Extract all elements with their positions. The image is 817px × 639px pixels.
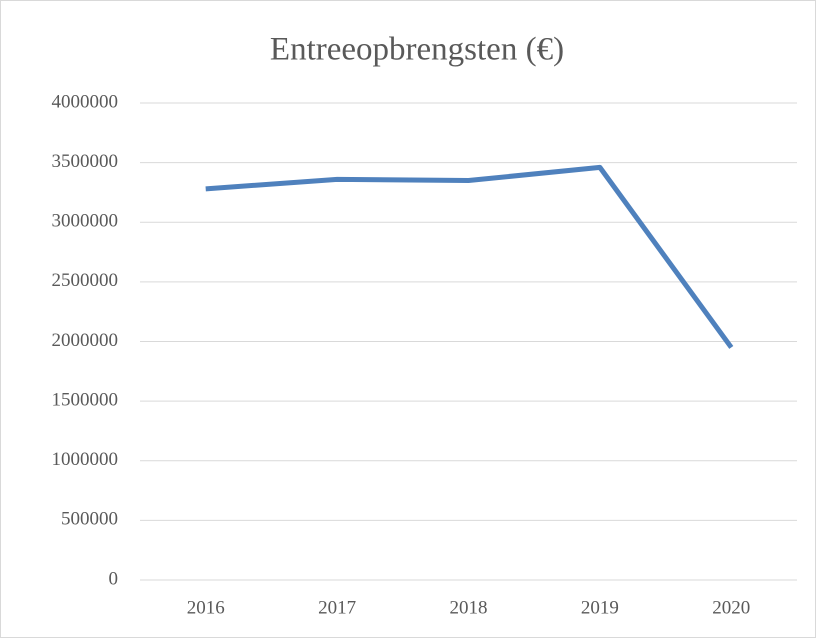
chart-title: Entreeopbrengsten (€)	[270, 32, 564, 68]
y-tick-label: 4000000	[52, 91, 119, 112]
y-tick-label: 500000	[61, 509, 118, 530]
y-tick-label: 3500000	[52, 151, 119, 172]
y-tick-label: 2000000	[52, 330, 119, 351]
x-tick-label: 2019	[581, 597, 619, 618]
y-tick-label: 2500000	[52, 270, 119, 291]
y-tick-label: 3000000	[52, 211, 119, 232]
x-tick-label: 2016	[187, 597, 225, 618]
y-tick-label: 0	[109, 568, 119, 589]
x-tick-label: 2017	[318, 597, 356, 618]
x-tick-label: 2018	[450, 597, 488, 618]
y-tick-label: 1500000	[52, 389, 119, 410]
x-tick-label: 2020	[712, 597, 750, 618]
data-line	[205, 164, 734, 349]
y-tick-label: 1000000	[52, 449, 119, 470]
